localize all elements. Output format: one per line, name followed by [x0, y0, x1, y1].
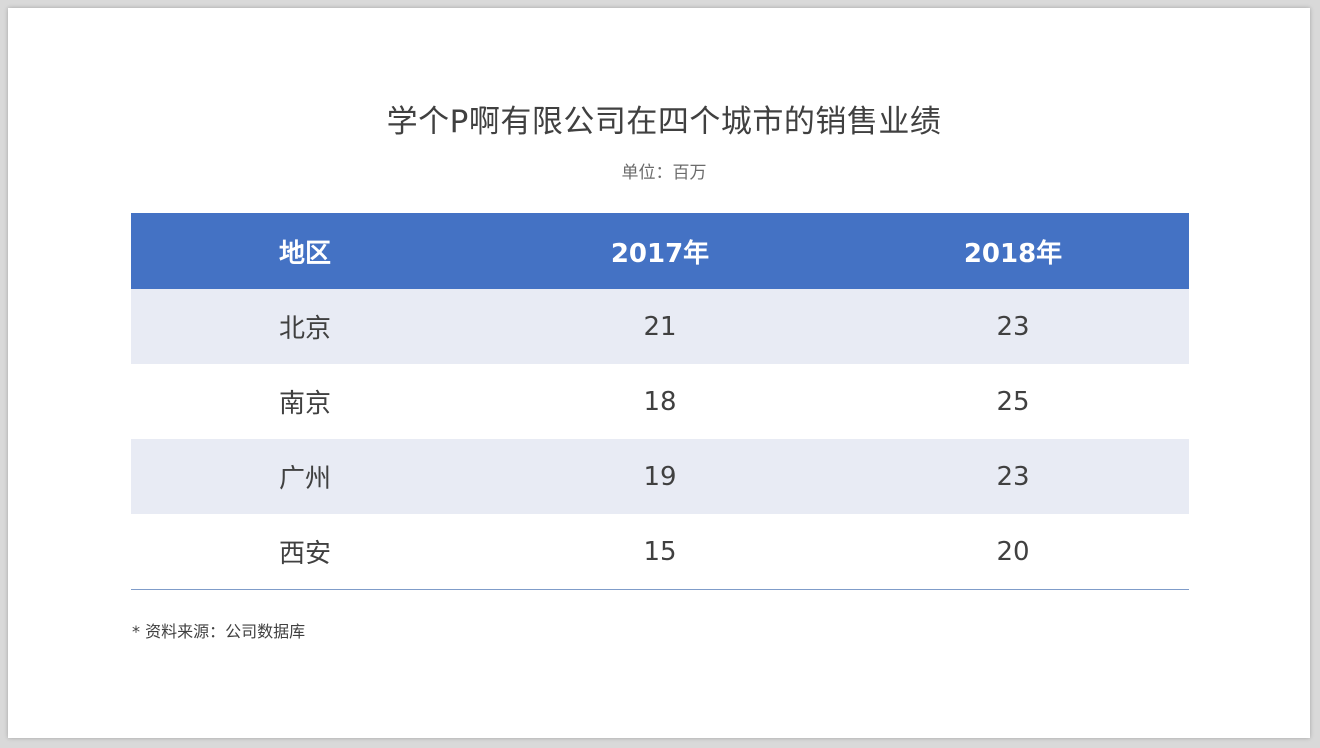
header-cell-2017: 2017年 — [610, 238, 710, 269]
table-subtitle: 单位：百万 — [621, 163, 707, 183]
sales-table: 地区 2017年 2018年 北京 21 23 南京 18 25 广州 19 2… — [131, 213, 1189, 590]
header-cell-region: 地区 — [279, 238, 332, 269]
table-row: 广州 19 23 — [131, 439, 1189, 514]
table-row: 西安 15 20 — [131, 514, 1189, 589]
value-cell-2017: 15 — [643, 536, 677, 567]
value-cell-2018: 23 — [996, 461, 1030, 492]
region-cell: 北京 — [279, 314, 332, 344]
value-cell-2018: 23 — [996, 311, 1030, 342]
slide-canvas: 学个P啊有限公司在四个城市的销售业绩 单位：百万 地区 2017年 2018年 … — [8, 8, 1310, 738]
table-title: 学个P啊有限公司在四个城市的销售业绩 — [386, 104, 942, 140]
value-cell-2018: 25 — [996, 386, 1030, 417]
table-header-row: 地区 2017年 2018年 — [131, 213, 1189, 289]
region-cell: 西安 — [279, 539, 332, 569]
value-cell-2018: 20 — [996, 536, 1030, 567]
table-row: 南京 18 25 — [131, 364, 1189, 439]
table-bottom-rule — [131, 589, 1189, 590]
value-cell-2017: 19 — [643, 461, 677, 492]
header-cell-2018: 2018年 — [963, 238, 1063, 269]
value-cell-2017: 18 — [643, 386, 677, 417]
region-cell: 广州 — [279, 464, 332, 494]
source-note: * 资料来源：公司数据库 — [132, 622, 306, 641]
table-row: 北京 21 23 — [131, 289, 1189, 364]
value-cell-2017: 21 — [643, 311, 677, 342]
region-cell: 南京 — [279, 389, 332, 419]
